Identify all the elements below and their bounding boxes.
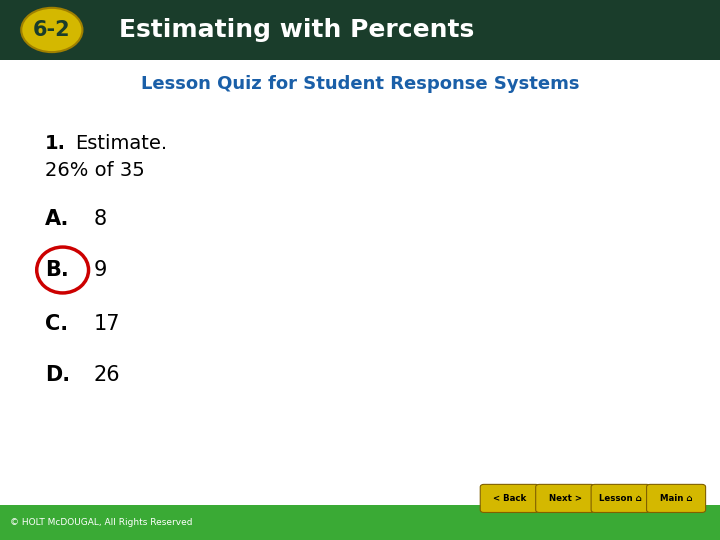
Text: 6-2: 6-2 [33, 20, 71, 40]
Text: A.: A. [45, 208, 69, 229]
Text: Next >: Next > [549, 494, 582, 503]
Text: B.: B. [45, 260, 68, 280]
Bar [0, 0, 720, 60]
Text: Lesson ⌂: Lesson ⌂ [599, 494, 642, 503]
Text: 26% of 35: 26% of 35 [45, 160, 145, 180]
Ellipse shape [21, 8, 82, 52]
Text: C.: C. [45, 314, 68, 334]
Text: < Back: < Back [493, 494, 526, 503]
Text: 8: 8 [94, 208, 107, 229]
Text: 26: 26 [94, 365, 120, 386]
Text: Main ⌂: Main ⌂ [660, 494, 693, 503]
Text: 9: 9 [94, 260, 107, 280]
FancyBboxPatch shape [591, 484, 650, 512]
Text: D.: D. [45, 365, 70, 386]
FancyBboxPatch shape [536, 484, 595, 512]
Bar [0, 505, 720, 540]
Text: 1.: 1. [45, 133, 66, 153]
Text: Estimating with Percents: Estimating with Percents [119, 18, 474, 42]
FancyBboxPatch shape [480, 484, 539, 512]
Text: Lesson Quiz for Student Response Systems: Lesson Quiz for Student Response Systems [140, 75, 580, 93]
FancyBboxPatch shape [647, 484, 706, 512]
Text: 17: 17 [94, 314, 120, 334]
Text: Estimate.: Estimate. [75, 133, 167, 153]
Text: © HOLT McDOUGAL, All Rights Reserved: © HOLT McDOUGAL, All Rights Reserved [10, 518, 192, 527]
